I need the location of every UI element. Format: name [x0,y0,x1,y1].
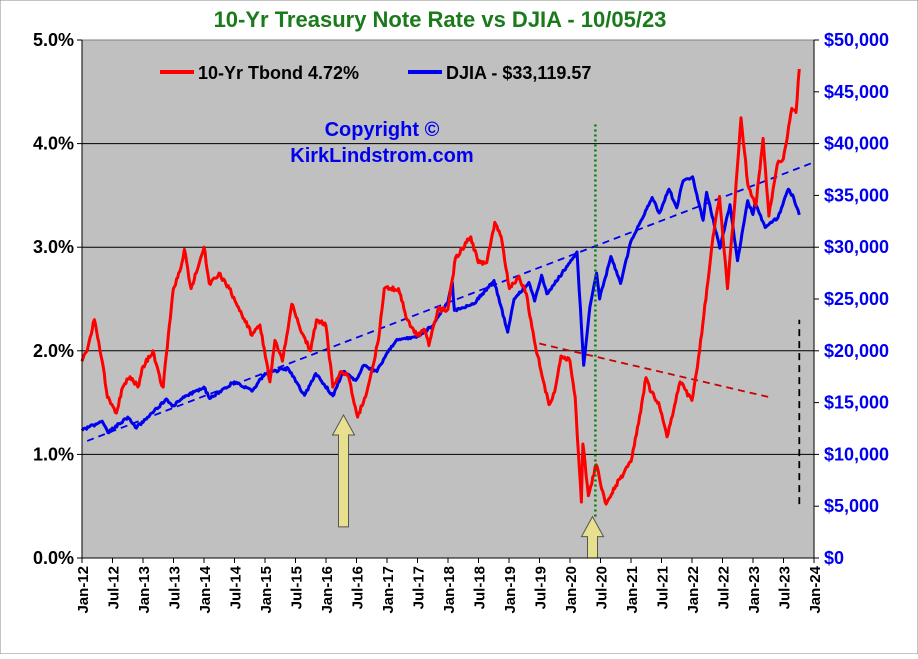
y-left-tick-label: 0.0% [33,548,74,568]
marker-lines [594,122,801,517]
x-tick-label: Jan-22 [685,566,702,614]
y-left-tick-label: 3.0% [33,237,74,257]
djia-trend-line [86,161,815,442]
tbond-series-line [80,68,801,506]
y-right-tick-label: $10,000 [824,444,889,464]
x-tick-label: Jan-15 [258,566,275,614]
trend-lines [86,161,815,442]
y-right-tick-label: $25,000 [824,289,889,309]
arrow-2016 [331,413,356,528]
x-tick-label: Jul-22 [716,566,733,609]
x-tick-label: Jan-13 [136,566,153,614]
x-tick-label: Jul-14 [228,565,245,609]
y-right-tick-label: $35,000 [824,185,889,205]
x-tick-label: Jul-19 [533,566,550,609]
y-right-tick-label: $30,000 [824,237,889,257]
x-axis-ticks: Jan-12 Jul-12 Jan-13 Jul-13 Jan-14 Jul-14 Jan-… [75,558,824,614]
series-layer [80,68,801,506]
x-tick-label: Jan-23 [746,566,763,614]
x-tick-label: Jan-19 [502,566,519,614]
x-tick-label: Jul-20 [594,566,611,609]
y-left-tick-label: 2.0% [33,341,74,361]
x-tick-label: Jan-18 [441,566,458,614]
x-tick-label: Jan-21 [624,566,641,614]
chart-title: 10-Yr Treasury Note Rate vs DJIA - 10/05… [214,7,667,32]
y-right-tick-label: $20,000 [824,341,889,361]
copyright-annotation: Copyright © KirkLindstrom.com [290,119,473,167]
x-tick-label: Jul-12 [106,566,123,609]
x-tick-label: Jul-13 [167,566,184,609]
y-right-tick-label: $15,000 [824,393,889,413]
y-left-tick-label: 4.0% [33,134,74,154]
y-right-tick-label: $40,000 [824,134,889,154]
y-left-tick-label: 5.0% [33,30,74,50]
x-tick-label: Jan-17 [380,566,397,614]
x-tick-label: Jan-14 [197,565,214,613]
y-left-tick-label: 1.0% [33,444,74,464]
x-tick-label: Jul-23 [777,566,794,609]
y-right-tick-label: $5,000 [824,496,879,516]
legend: 10-Yr Tbond 4.72% DJIA - $33,119.57 [160,63,591,83]
x-tick-label: Jan-20 [563,566,580,614]
copyright-line: Copyright © [325,119,440,141]
y-right-tick-label: $50,000 [824,30,889,50]
x-tick-label: Jul-17 [411,566,428,609]
x-tick-label: Jan-16 [319,566,336,614]
x-tick-label: Jan-12 [75,566,92,614]
legend-label-djia: DJIA - $33,119.57 [446,63,591,83]
x-tick-label: Jan-24 [807,565,824,613]
rate-trend-line [539,342,771,399]
y-right-tick-label: $45,000 [824,82,889,102]
copyright-line: KirkLindstrom.com [290,145,473,167]
x-tick-label: Jul-15 [289,566,306,609]
x-tick-label: Jul-18 [472,566,489,609]
x-tick-label: Jul-21 [655,566,672,609]
y-axis-left-ticks: 0.0% 1.0% 2.0% 3.0% 4.0% 5.0% [33,30,82,568]
x-tick-label: Jul-16 [350,566,367,609]
y-axis-right-ticks: $0 $5,000 $10,000 $15,000 $20,000 $25,000 $30,… [814,30,889,568]
legend-label-tbond: 10-Yr Tbond 4.72% [198,63,359,83]
y-right-tick-label: $0 [824,548,844,568]
